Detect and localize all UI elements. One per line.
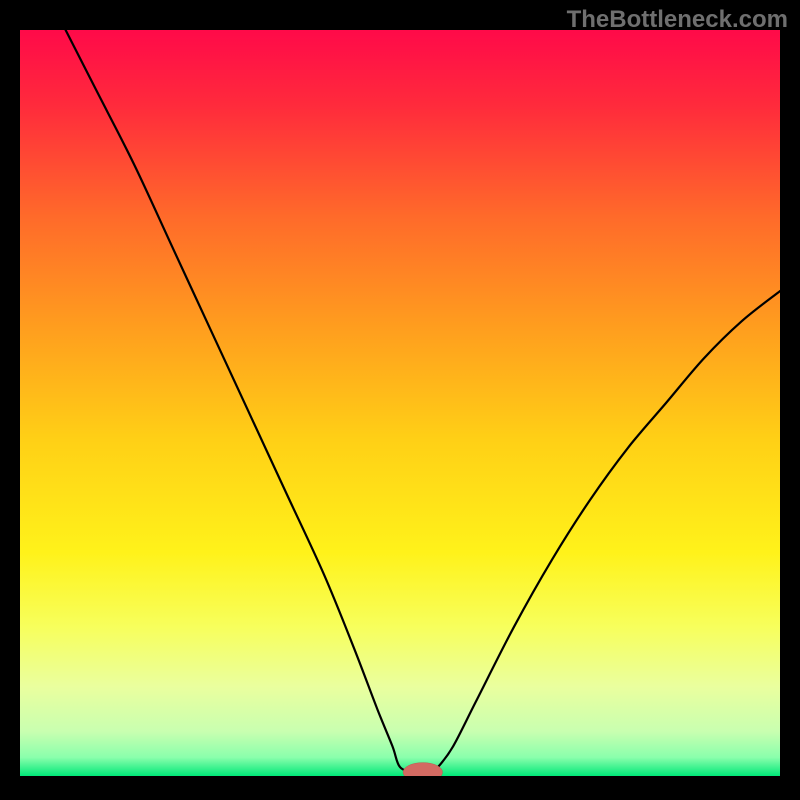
chart-stage: TheBottleneck.com [0,0,800,800]
bottleneck-chart [0,0,800,800]
